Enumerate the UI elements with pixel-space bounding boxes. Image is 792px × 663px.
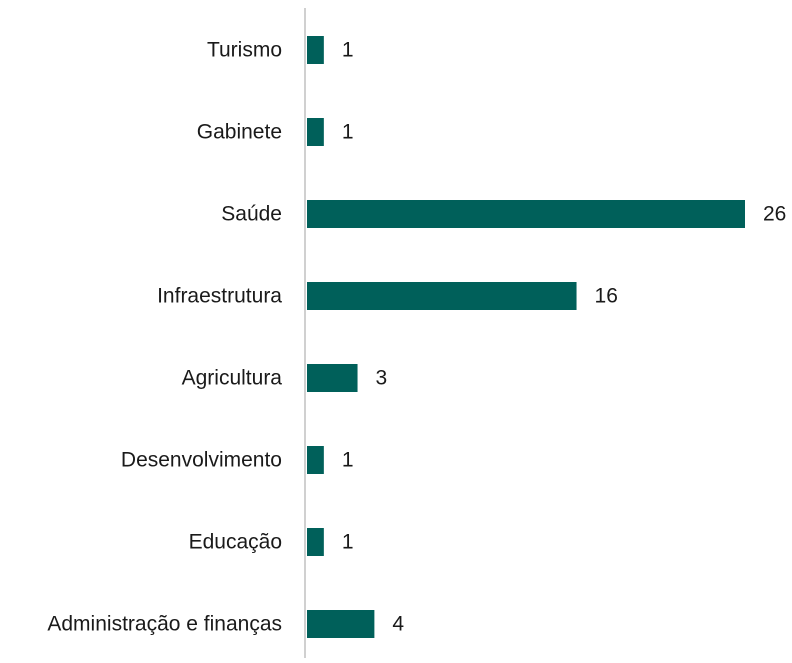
category-labels: Turismo Gabinete Saúde Infraestrutura Agricu…	[47, 39, 282, 636]
category-label: Saúde	[221, 203, 282, 226]
bar-2	[307, 118, 324, 146]
category-label: Desenvolvimento	[121, 449, 282, 472]
bar-8	[307, 610, 375, 638]
value-label: 1	[342, 121, 354, 144]
category-label: Administração e finanças	[47, 613, 282, 636]
value-label: 1	[342, 531, 354, 554]
value-label: 16	[595, 285, 618, 308]
value-label: 1	[342, 449, 354, 472]
category-label: Educação	[189, 531, 282, 554]
value-label: 1	[342, 39, 354, 62]
category-label: Gabinete	[197, 121, 282, 144]
bar-1	[307, 36, 324, 64]
bar-4	[307, 282, 577, 310]
bar-7	[307, 528, 324, 556]
bar-3	[307, 200, 745, 228]
bar-6	[307, 446, 324, 474]
bars-layer	[307, 36, 745, 638]
value-label: 4	[392, 613, 404, 636]
value-label: 3	[376, 367, 388, 390]
value-labels: 1 1 26 16 3 1 1 4	[342, 39, 787, 636]
value-label: 26	[763, 203, 786, 226]
category-label: Turismo	[207, 39, 282, 62]
category-label: Infraestrutura	[157, 285, 282, 308]
category-label: Agricultura	[182, 367, 283, 390]
bar-5	[307, 364, 358, 392]
